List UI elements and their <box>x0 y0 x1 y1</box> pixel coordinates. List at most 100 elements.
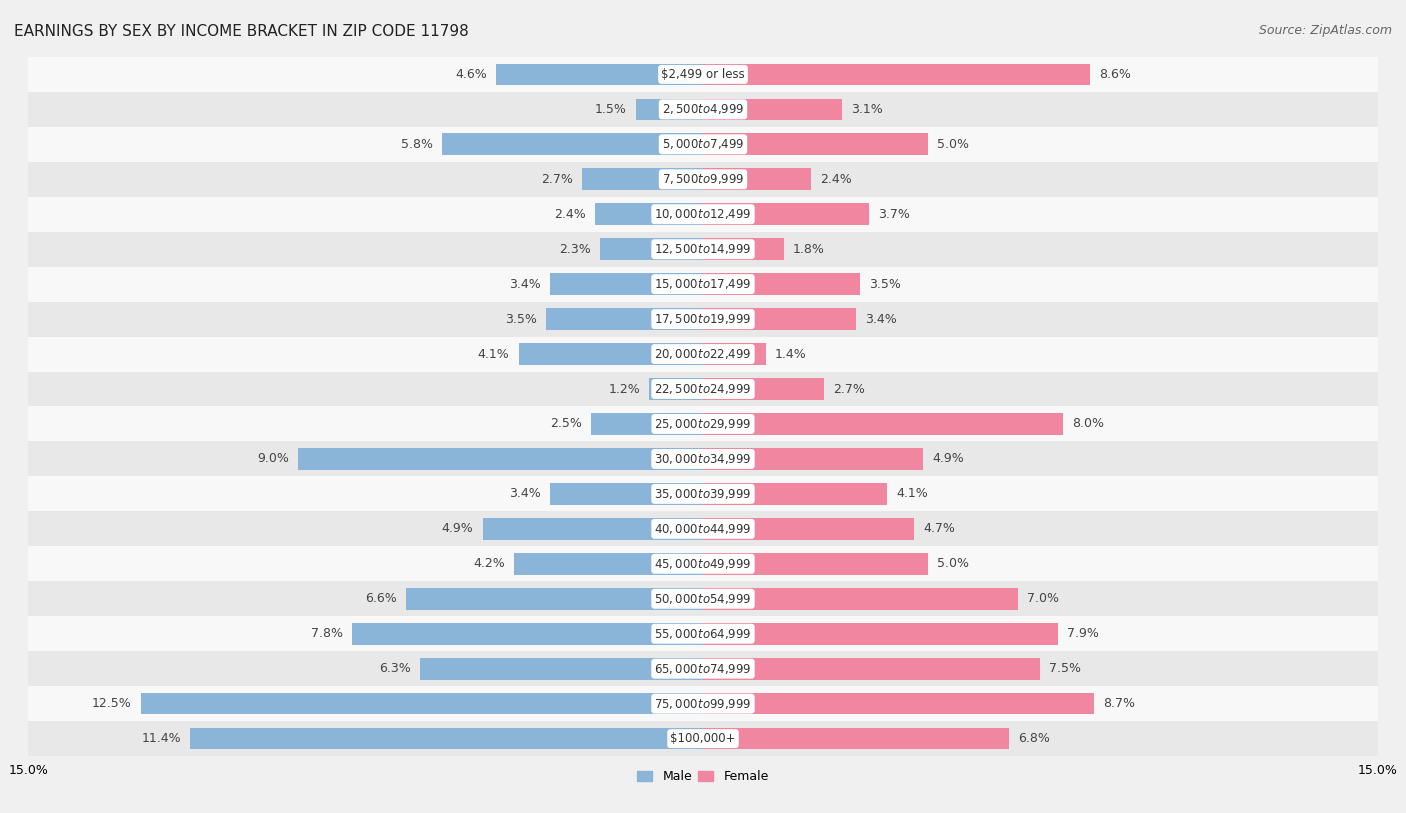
Bar <box>406 588 703 610</box>
Text: 9.0%: 9.0% <box>257 453 290 465</box>
Bar <box>703 238 785 260</box>
Bar <box>703 98 842 120</box>
Text: 2.3%: 2.3% <box>558 243 591 255</box>
Bar <box>28 57 1378 92</box>
Bar <box>703 413 1063 435</box>
Legend: Male, Female: Male, Female <box>633 765 773 789</box>
Text: 2.5%: 2.5% <box>550 418 582 430</box>
Bar <box>519 343 703 365</box>
Bar <box>28 511 1378 546</box>
Bar <box>703 693 1094 715</box>
Text: $10,000 to $12,499: $10,000 to $12,499 <box>654 207 752 221</box>
Bar <box>28 127 1378 162</box>
Bar <box>550 273 703 295</box>
Bar <box>550 483 703 505</box>
Bar <box>703 623 1059 645</box>
Bar <box>28 651 1378 686</box>
Text: $75,000 to $99,999: $75,000 to $99,999 <box>654 697 752 711</box>
Bar <box>703 658 1040 680</box>
Bar <box>703 273 860 295</box>
Bar <box>28 406 1378 441</box>
Bar <box>582 168 703 190</box>
Text: $40,000 to $44,999: $40,000 to $44,999 <box>654 522 752 536</box>
Text: 7.8%: 7.8% <box>311 628 343 640</box>
Bar <box>28 337 1378 372</box>
Bar <box>636 98 703 120</box>
Bar <box>28 581 1378 616</box>
Bar <box>482 518 703 540</box>
Bar <box>595 203 703 225</box>
Text: $12,500 to $14,999: $12,500 to $14,999 <box>654 242 752 256</box>
Bar <box>599 238 703 260</box>
Bar <box>28 162 1378 197</box>
Text: 5.0%: 5.0% <box>936 558 969 570</box>
Bar <box>703 378 824 400</box>
Text: $7,500 to $9,999: $7,500 to $9,999 <box>662 172 744 186</box>
Text: 3.5%: 3.5% <box>869 278 901 290</box>
Text: EARNINGS BY SEX BY INCOME BRACKET IN ZIP CODE 11798: EARNINGS BY SEX BY INCOME BRACKET IN ZIP… <box>14 24 468 39</box>
Bar <box>28 476 1378 511</box>
Text: $22,500 to $24,999: $22,500 to $24,999 <box>654 382 752 396</box>
Bar <box>496 63 703 85</box>
Bar <box>441 133 703 155</box>
Text: 4.7%: 4.7% <box>924 523 955 535</box>
Text: 4.1%: 4.1% <box>897 488 928 500</box>
Bar <box>28 441 1378 476</box>
Text: 3.4%: 3.4% <box>509 488 541 500</box>
Text: 8.0%: 8.0% <box>1071 418 1104 430</box>
Bar <box>28 302 1378 337</box>
Bar <box>28 267 1378 302</box>
Bar <box>28 372 1378 406</box>
Text: $17,500 to $19,999: $17,500 to $19,999 <box>654 312 752 326</box>
Bar <box>703 728 1010 750</box>
Text: 3.1%: 3.1% <box>852 103 883 115</box>
Text: 3.4%: 3.4% <box>509 278 541 290</box>
Bar <box>703 133 928 155</box>
Text: $50,000 to $54,999: $50,000 to $54,999 <box>654 592 752 606</box>
Bar <box>703 553 928 575</box>
Text: $45,000 to $49,999: $45,000 to $49,999 <box>654 557 752 571</box>
Text: 5.8%: 5.8% <box>401 138 433 150</box>
Bar <box>28 92 1378 127</box>
Bar <box>190 728 703 750</box>
Bar <box>703 343 766 365</box>
Text: $2,499 or less: $2,499 or less <box>661 68 745 80</box>
Text: $15,000 to $17,499: $15,000 to $17,499 <box>654 277 752 291</box>
Bar <box>28 546 1378 581</box>
Text: 8.7%: 8.7% <box>1104 698 1136 710</box>
Bar <box>591 413 703 435</box>
Text: 6.3%: 6.3% <box>378 663 411 675</box>
Bar <box>703 168 811 190</box>
Text: $2,500 to $4,999: $2,500 to $4,999 <box>662 102 744 116</box>
Text: $25,000 to $29,999: $25,000 to $29,999 <box>654 417 752 431</box>
Bar <box>703 448 924 470</box>
Text: 6.8%: 6.8% <box>1018 733 1050 745</box>
Bar <box>28 232 1378 267</box>
Text: 7.9%: 7.9% <box>1067 628 1099 640</box>
Text: 4.2%: 4.2% <box>474 558 505 570</box>
Bar <box>703 518 914 540</box>
Text: 2.7%: 2.7% <box>834 383 865 395</box>
Bar <box>703 588 1018 610</box>
Bar <box>28 721 1378 756</box>
Text: 4.9%: 4.9% <box>441 523 474 535</box>
Text: 1.4%: 1.4% <box>775 348 807 360</box>
Text: $100,000+: $100,000+ <box>671 733 735 745</box>
Text: 3.7%: 3.7% <box>879 208 910 220</box>
Text: 4.6%: 4.6% <box>456 68 486 80</box>
Text: 4.1%: 4.1% <box>478 348 509 360</box>
Text: 8.6%: 8.6% <box>1099 68 1130 80</box>
Text: $20,000 to $22,499: $20,000 to $22,499 <box>654 347 752 361</box>
Bar <box>703 203 869 225</box>
Bar <box>352 623 703 645</box>
Text: $55,000 to $64,999: $55,000 to $64,999 <box>654 627 752 641</box>
Bar <box>28 686 1378 721</box>
Text: 11.4%: 11.4% <box>142 733 181 745</box>
Bar <box>650 378 703 400</box>
Text: 1.5%: 1.5% <box>595 103 627 115</box>
Text: 3.5%: 3.5% <box>505 313 537 325</box>
Bar <box>298 448 703 470</box>
Bar <box>28 197 1378 232</box>
Bar <box>703 308 856 330</box>
Bar <box>546 308 703 330</box>
